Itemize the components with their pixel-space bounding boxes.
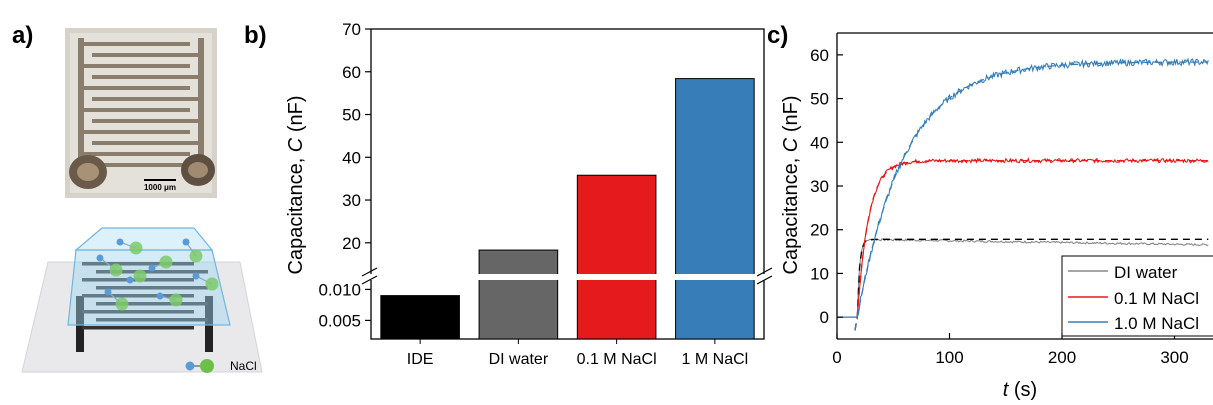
bar-1-m-nacl [675, 78, 755, 340]
panel-label-a: a) [12, 22, 34, 49]
x-tick-label-0: 0 [832, 348, 841, 367]
ide-schematic: NaCl [21, 227, 263, 373]
x-tick-label-100: 100 [935, 348, 963, 367]
y-tick-label-30: 30 [342, 191, 361, 210]
x-tick-label-300: 300 [1160, 348, 1188, 367]
panel-label-b: b) [244, 22, 267, 49]
y-tick-label-40: 40 [342, 148, 361, 167]
bar-ide [380, 295, 460, 340]
legend-label-0-1m: 0.1 M NaCl [1114, 289, 1199, 308]
y-tick-label-70: 70 [342, 20, 361, 39]
series-fit-1-0-m-nacl [854, 61, 1209, 331]
y-tick-label-0: 0 [820, 308, 829, 327]
y-tick-label-20: 20 [342, 234, 361, 253]
y-tick-label-60: 60 [342, 63, 361, 82]
y-tick-label-50: 50 [342, 106, 361, 125]
series-line-di-water [837, 238, 1209, 318]
nacl-ions [96, 238, 219, 311]
panel-label-c: c) [767, 22, 789, 49]
axis-break [361, 267, 773, 285]
y-tick-label-0-005: 0.005 [318, 311, 361, 330]
y-tick-label-20: 20 [810, 221, 829, 240]
bar-chart-y-label: Capacitance, C (nF) [285, 96, 307, 275]
y-tick-label-50: 50 [810, 90, 829, 109]
scale-bar-label: 1000 μm [144, 183, 176, 192]
bar-chart-x-ticks: IDE DI water 0.1 M NaCl 1 M NaCl [407, 339, 748, 368]
x-tick-label-1-m-nacl: 1 M NaCl [682, 351, 749, 368]
nacl-legend-icon [185, 359, 214, 373]
line-chart-x-label: t (s) [1003, 379, 1037, 401]
ide-micrograph: 1000 μm [65, 28, 217, 198]
legend-label-di-water: DI water [1114, 263, 1178, 282]
series-fit-di-water [854, 238, 1209, 331]
x-tick-label-di-water: DI water [489, 351, 549, 368]
y-tick-label-10: 10 [810, 264, 829, 283]
line-chart-x-ticks: 0 100 200 300 [832, 333, 1189, 367]
series-fit-0-1-m-nacl [854, 159, 1209, 331]
micrograph-fingers [78, 38, 204, 178]
legend-label-1-0m: 1.0 M NaCl [1114, 314, 1199, 333]
x-tick-label-0-1-m-nacl: 0.1 M NaCl [577, 351, 657, 368]
line-chart-y-label: Capacitance, C (nF) [780, 96, 802, 275]
bar-chart-bars [380, 78, 755, 340]
y-tick-label-60: 60 [810, 46, 829, 65]
x-tick-label-ide: IDE [407, 351, 434, 368]
nacl-legend-label: NaCl [230, 359, 257, 373]
y-tick-label-0-010: 0.010 [318, 280, 361, 299]
line-chart-y-ticks: 0 10 20 30 40 50 60 [810, 46, 843, 327]
bar-chart-frame [370, 28, 765, 340]
x-tick-label-200: 200 [1048, 348, 1076, 367]
bar-di-water [478, 249, 559, 340]
y-tick-label-30: 30 [810, 177, 829, 196]
bar-0-1-m-nacl [576, 174, 657, 340]
bar-chart-y-ticks: 20 30 40 50 60 70 0.005 0.010 [318, 20, 371, 330]
line-chart-series [837, 57, 1209, 331]
y-tick-label-40: 40 [810, 133, 829, 152]
series-line-1-0-m-nacl [837, 57, 1209, 318]
line-chart-legend: DI water 0.1 M NaCl 1.0 M NaCl [1061, 255, 1213, 337]
